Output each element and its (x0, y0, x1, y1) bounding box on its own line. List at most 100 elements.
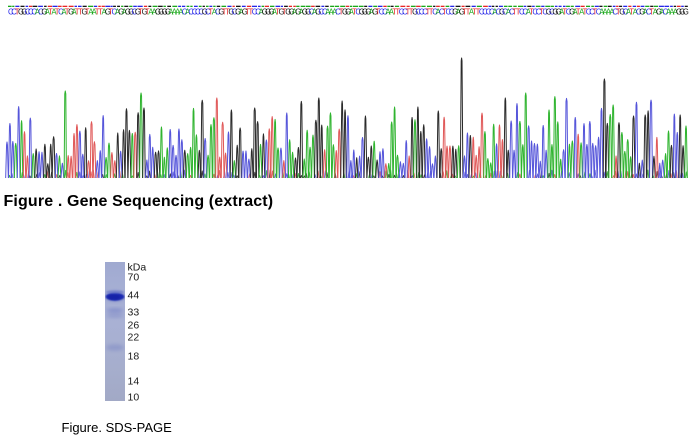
svg-text:T: T (138, 8, 143, 17)
svg-text:A: A (332, 8, 338, 17)
svg-text:T: T (466, 8, 471, 17)
svg-text:T: T (339, 8, 344, 17)
svg-text:G: G (135, 8, 141, 17)
svg-text:C: C (255, 8, 261, 17)
svg-text:T: T (442, 8, 447, 17)
svg-text:G: G (365, 8, 371, 17)
svg-text:C: C (532, 8, 538, 17)
svg-text:C: C (449, 8, 455, 17)
svg-text:G: G (676, 8, 682, 17)
svg-text:A: A (172, 8, 178, 17)
svg-text:G: G (569, 8, 575, 17)
svg-text:G: G (265, 8, 271, 17)
svg-text:T: T (275, 8, 280, 17)
svg-text:T: T (225, 8, 230, 17)
svg-text:T: T (392, 8, 397, 17)
svg-text:10: 10 (128, 392, 140, 404)
svg-text:G: G (619, 8, 625, 17)
svg-text:A: A (115, 8, 121, 17)
svg-text:A: A (643, 8, 649, 17)
svg-text:G: G (412, 8, 418, 17)
svg-text:C: C (502, 8, 508, 17)
svg-text:C: C (252, 8, 258, 17)
svg-text:T: T (583, 8, 588, 17)
svg-text:T: T (429, 8, 434, 17)
svg-text:T: T (375, 8, 380, 17)
svg-text:A: A (659, 8, 665, 17)
svg-text:T: T (576, 8, 581, 17)
svg-text:G: G (142, 8, 148, 17)
svg-text:A: A (325, 8, 331, 17)
svg-text:Figure . Gene Sequencing (extr: Figure . Gene Sequencing (extract) (4, 193, 274, 210)
svg-text:G: G (362, 8, 368, 17)
svg-text:C: C (192, 8, 198, 17)
svg-text:C: C (479, 8, 485, 17)
svg-text:C: C (623, 8, 629, 17)
svg-text:G: G (302, 8, 308, 17)
svg-text:T: T (426, 8, 431, 17)
svg-text:G: G (279, 8, 285, 17)
svg-text:G: G (305, 8, 311, 17)
svg-text:C: C (28, 8, 34, 17)
svg-text:T: T (95, 8, 100, 17)
svg-text:T: T (15, 8, 20, 17)
svg-text:A: A (212, 8, 218, 17)
svg-text:A: A (633, 8, 639, 17)
svg-text:C: C (11, 8, 17, 17)
svg-text:A: A (45, 8, 51, 17)
svg-text:T: T (249, 8, 254, 17)
svg-text:A: A (669, 8, 675, 17)
svg-text:G: G (639, 8, 645, 17)
svg-text:G: G (262, 8, 268, 17)
svg-text:C: C (416, 8, 422, 17)
svg-text:A: A (492, 8, 498, 17)
svg-text:G: G (68, 8, 74, 17)
svg-text:A: A (626, 8, 632, 17)
svg-text:G: G (679, 8, 685, 17)
svg-text:T: T (516, 8, 521, 17)
svg-text:G: G (242, 8, 248, 17)
svg-text:C: C (566, 8, 572, 17)
svg-text:T: T (208, 8, 213, 17)
svg-text:A: A (239, 8, 245, 17)
svg-text:C: C (38, 8, 44, 17)
svg-text:G: G (342, 8, 348, 17)
svg-text:Figure. SDS-PAGE: Figure. SDS-PAGE (62, 420, 173, 435)
svg-text:C: C (519, 8, 525, 17)
svg-text:T: T (409, 8, 414, 17)
svg-text:T: T (616, 8, 621, 17)
svg-text:T: T (529, 8, 534, 17)
svg-text:C: C (195, 8, 201, 17)
svg-text:A: A (122, 8, 128, 17)
svg-text:C: C (188, 8, 194, 17)
svg-text:T: T (593, 8, 598, 17)
svg-text:G: G (285, 8, 291, 17)
svg-text:T: T (282, 8, 287, 17)
svg-text:A: A (385, 8, 391, 17)
svg-text:G: G (499, 8, 505, 17)
svg-text:G: G (202, 8, 208, 17)
svg-text:T: T (562, 8, 567, 17)
svg-text:G: G (359, 8, 365, 17)
svg-text:C: C (309, 8, 315, 17)
svg-text:G: G (546, 8, 552, 17)
svg-text:C: C (419, 8, 425, 17)
svg-text:C: C (382, 8, 388, 17)
svg-text:C: C (489, 8, 495, 17)
svg-text:kDa: kDa (128, 262, 147, 274)
svg-text:T: T (85, 8, 90, 17)
svg-text:C: C (379, 8, 385, 17)
svg-text:C: C (432, 8, 438, 17)
svg-text:26: 26 (128, 319, 140, 331)
svg-text:A: A (35, 8, 41, 17)
svg-text:G: G (18, 8, 24, 17)
svg-text:G: G (82, 8, 88, 17)
svg-text:T: T (629, 8, 634, 17)
svg-text:G: G (155, 8, 161, 17)
svg-text:C: C (399, 8, 405, 17)
svg-text:G: G (165, 8, 171, 17)
svg-text:G: G (235, 8, 241, 17)
svg-text:A: A (389, 8, 395, 17)
svg-text:A: A (526, 8, 532, 17)
svg-text:C: C (182, 8, 188, 17)
